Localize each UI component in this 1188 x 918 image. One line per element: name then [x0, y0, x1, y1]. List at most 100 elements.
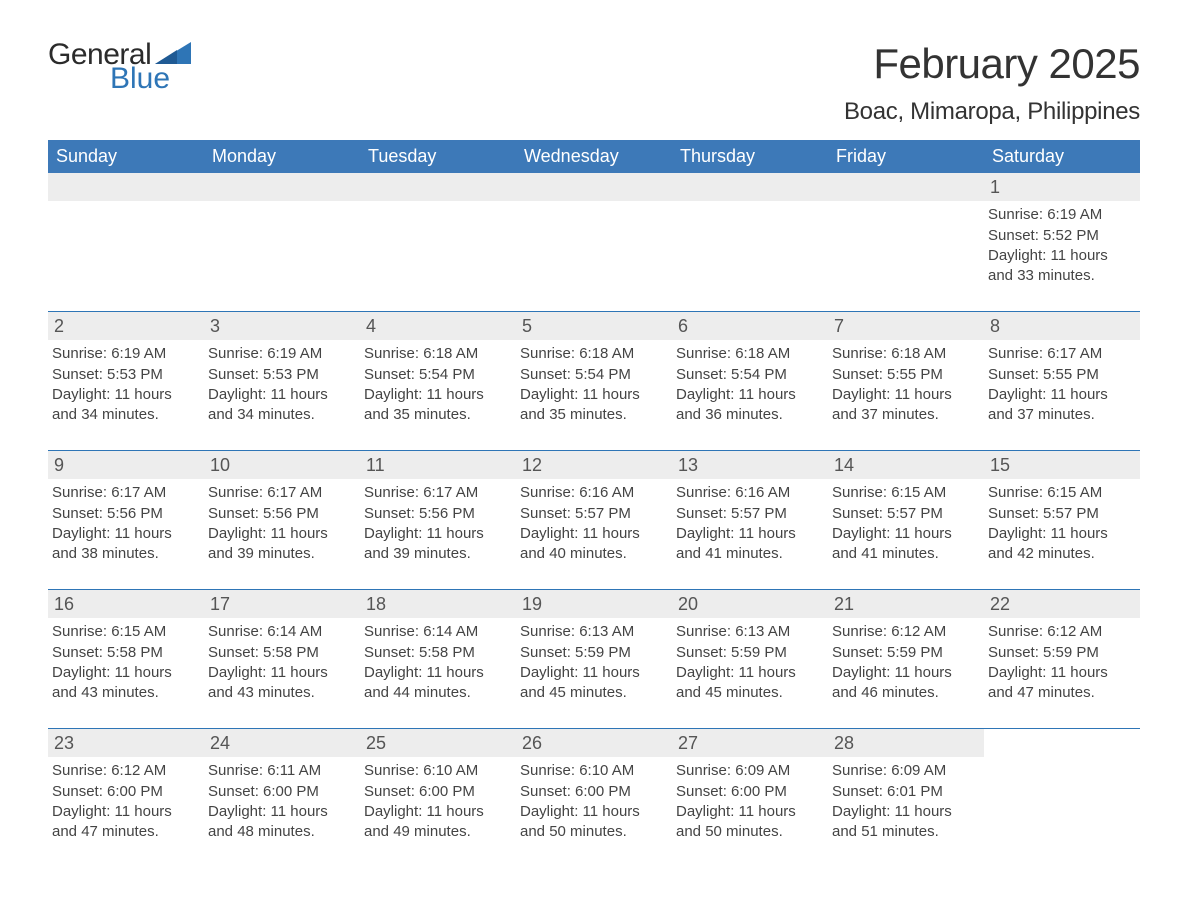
day-number: 15: [984, 451, 1140, 479]
sunset-line: Sunset: 5:59 PM: [520, 643, 666, 663]
day-number: 14: [828, 451, 984, 479]
day-number: 17: [204, 590, 360, 618]
daylight-line: Daylight: 11 hours and 45 minutes.: [676, 663, 822, 704]
calendar-day: 3Sunrise: 6:19 AMSunset: 5:53 PMDaylight…: [204, 312, 360, 432]
day-number: 7: [828, 312, 984, 340]
sunset-line: Sunset: 5:58 PM: [52, 643, 198, 663]
day-number: 24: [204, 729, 360, 757]
sunrise-line: Sunrise: 6:18 AM: [520, 344, 666, 364]
sunset-line: Sunset: 5:59 PM: [832, 643, 978, 663]
calendar-day: 6Sunrise: 6:18 AMSunset: 5:54 PMDaylight…: [672, 312, 828, 432]
sunset-line: Sunset: 5:59 PM: [676, 643, 822, 663]
calendar-day: 19Sunrise: 6:13 AMSunset: 5:59 PMDayligh…: [516, 590, 672, 710]
daylight-line: Daylight: 11 hours and 49 minutes.: [364, 802, 510, 843]
day-number: 27: [672, 729, 828, 757]
daylight-line: Daylight: 11 hours and 38 minutes.: [52, 524, 198, 565]
daylight-line: Daylight: 11 hours and 34 minutes.: [52, 385, 198, 426]
sunrise-line: Sunrise: 6:09 AM: [676, 761, 822, 781]
daylight-line: Daylight: 11 hours and 37 minutes.: [988, 385, 1134, 426]
sunset-line: Sunset: 6:00 PM: [520, 782, 666, 802]
daylight-line: Daylight: 11 hours and 41 minutes.: [676, 524, 822, 565]
page-title: February 2025: [844, 40, 1140, 88]
calendar-day: 23Sunrise: 6:12 AMSunset: 6:00 PMDayligh…: [48, 729, 204, 849]
sunrise-line: Sunrise: 6:12 AM: [988, 622, 1134, 642]
daylight-line: Daylight: 11 hours and 35 minutes.: [520, 385, 666, 426]
calendar-day: 20Sunrise: 6:13 AMSunset: 5:59 PMDayligh…: [672, 590, 828, 710]
sunset-line: Sunset: 5:56 PM: [208, 504, 354, 524]
sunrise-line: Sunrise: 6:19 AM: [52, 344, 198, 364]
calendar-day: 10Sunrise: 6:17 AMSunset: 5:56 PMDayligh…: [204, 451, 360, 571]
day-number: 9: [48, 451, 204, 479]
logo-text-blue: Blue: [110, 64, 191, 94]
calendar-day: 16Sunrise: 6:15 AMSunset: 5:58 PMDayligh…: [48, 590, 204, 710]
sunset-line: Sunset: 6:00 PM: [208, 782, 354, 802]
daylight-line: Daylight: 11 hours and 46 minutes.: [832, 663, 978, 704]
sunrise-line: Sunrise: 6:18 AM: [676, 344, 822, 364]
sunset-line: Sunset: 5:54 PM: [676, 365, 822, 385]
daylight-line: Daylight: 11 hours and 44 minutes.: [364, 663, 510, 704]
daylight-line: Daylight: 11 hours and 39 minutes.: [208, 524, 354, 565]
sunrise-line: Sunrise: 6:09 AM: [832, 761, 978, 781]
location-subtitle: Boac, Mimaropa, Philippines: [844, 98, 1140, 126]
sunrise-line: Sunrise: 6:10 AM: [520, 761, 666, 781]
calendar-week-row: 1Sunrise: 6:19 AMSunset: 5:52 PMDaylight…: [48, 173, 1140, 293]
sunrise-line: Sunrise: 6:14 AM: [364, 622, 510, 642]
day-number: 13: [672, 451, 828, 479]
calendar-day: 7Sunrise: 6:18 AMSunset: 5:55 PMDaylight…: [828, 312, 984, 432]
calendar-day: 22Sunrise: 6:12 AMSunset: 5:59 PMDayligh…: [984, 590, 1140, 710]
sunrise-line: Sunrise: 6:12 AM: [52, 761, 198, 781]
daylight-line: Daylight: 11 hours and 43 minutes.: [52, 663, 198, 704]
calendar-day-empty: [672, 173, 828, 293]
calendar-day: 28Sunrise: 6:09 AMSunset: 6:01 PMDayligh…: [828, 729, 984, 849]
daylight-line: Daylight: 11 hours and 42 minutes.: [988, 524, 1134, 565]
sunset-line: Sunset: 6:00 PM: [364, 782, 510, 802]
sunrise-line: Sunrise: 6:13 AM: [520, 622, 666, 642]
sunset-line: Sunset: 5:52 PM: [988, 226, 1134, 246]
day-number: [672, 173, 828, 201]
weekday-header: Monday: [204, 140, 360, 173]
daylight-line: Daylight: 11 hours and 35 minutes.: [364, 385, 510, 426]
sunrise-line: Sunrise: 6:16 AM: [676, 483, 822, 503]
calendar-day-empty: [828, 173, 984, 293]
calendar-day: 26 Sunrise: 6:10 AMSunset: 6:00 PMDayligh…: [516, 729, 672, 849]
day-number: 3: [204, 312, 360, 340]
sunset-line: Sunset: 5:54 PM: [520, 365, 666, 385]
daylight-line: Daylight: 11 hours and 33 minutes.: [988, 246, 1134, 287]
calendar-day: 11Sunrise: 6:17 AMSunset: 5:56 PMDayligh…: [360, 451, 516, 571]
day-number: 16: [48, 590, 204, 618]
sunset-line: Sunset: 5:56 PM: [364, 504, 510, 524]
sunset-line: Sunset: 5:55 PM: [832, 365, 978, 385]
calendar-weeks: 1Sunrise: 6:19 AMSunset: 5:52 PMDaylight…: [48, 173, 1140, 849]
calendar-day-empty: [360, 173, 516, 293]
day-number: 26: [516, 729, 672, 757]
calendar-day-empty: [204, 173, 360, 293]
sunrise-line: Sunrise: 6:14 AM: [208, 622, 354, 642]
day-number: [204, 173, 360, 201]
daylight-line: Daylight: 11 hours and 47 minutes.: [52, 802, 198, 843]
calendar: SundayMondayTuesdayWednesdayThursdayFrid…: [48, 140, 1140, 849]
sunrise-line: Sunrise: 6:12 AM: [832, 622, 978, 642]
daylight-line: Daylight: 11 hours and 39 minutes.: [364, 524, 510, 565]
day-number: [360, 173, 516, 201]
calendar-day: 25Sunrise: 6:10 AMSunset: 6:00 PMDayligh…: [360, 729, 516, 849]
daylight-line: Daylight: 11 hours and 41 minutes.: [832, 524, 978, 565]
logo: General Blue: [48, 40, 191, 94]
sunset-line: Sunset: 5:53 PM: [52, 365, 198, 385]
calendar-day: 5 Sunrise: 6:18 AMSunset: 5:54 PMDaylight…: [516, 312, 672, 432]
daylight-line: Daylight: 11 hours and 48 minutes.: [208, 802, 354, 843]
daylight-line: Daylight: 11 hours and 37 minutes.: [832, 385, 978, 426]
day-number: 2: [48, 312, 204, 340]
daylight-line: Daylight: 11 hours and 50 minutes.: [520, 802, 666, 843]
calendar-day: 21Sunrise: 6:12 AMSunset: 5:59 PMDayligh…: [828, 590, 984, 710]
calendar-week-row: 9Sunrise: 6:17 AMSunset: 5:56 PMDaylight…: [48, 450, 1140, 571]
day-number: [516, 173, 672, 201]
day-number: 4: [360, 312, 516, 340]
sunset-line: Sunset: 6:01 PM: [832, 782, 978, 802]
sunrise-line: Sunrise: 6:13 AM: [676, 622, 822, 642]
sunset-line: Sunset: 6:00 PM: [676, 782, 822, 802]
header: General Blue February 2025 Boac, Mimarop…: [48, 40, 1140, 126]
day-number: 5: [516, 312, 672, 340]
daylight-line: Daylight: 11 hours and 45 minutes.: [520, 663, 666, 704]
sunset-line: Sunset: 5:57 PM: [520, 504, 666, 524]
weekday-header: Sunday: [48, 140, 204, 173]
